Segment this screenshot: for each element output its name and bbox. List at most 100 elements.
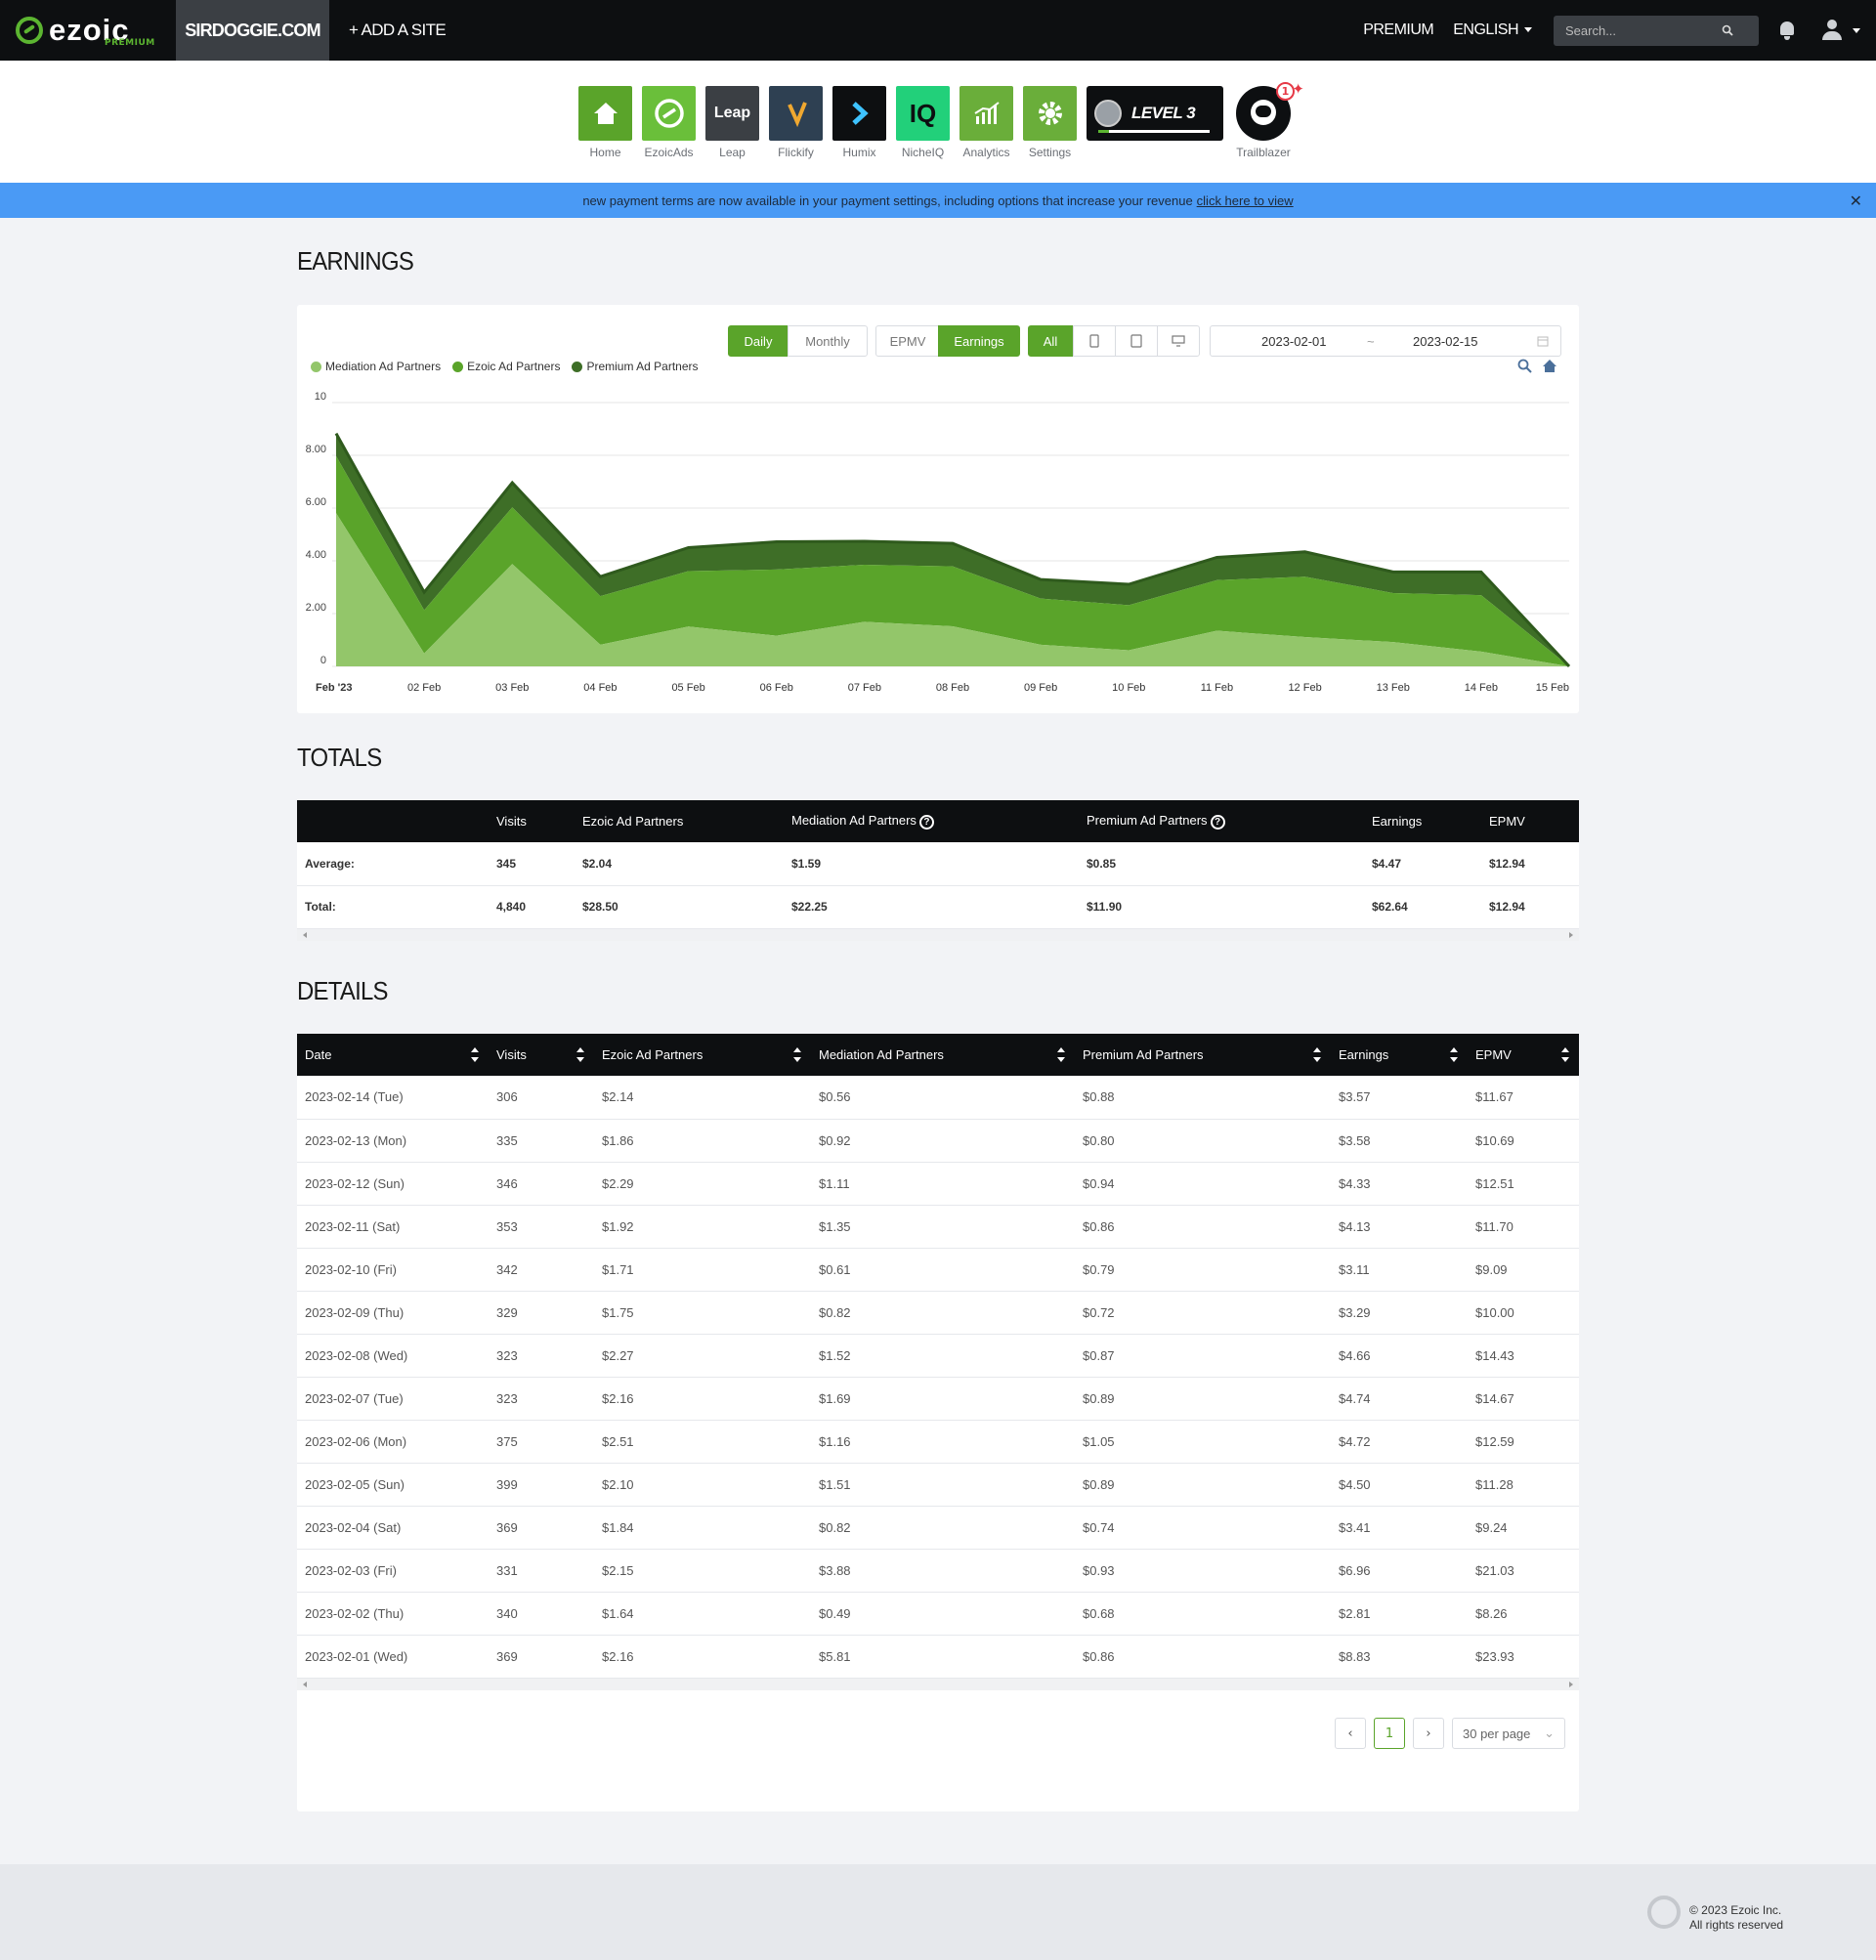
- calendar-icon: [1537, 336, 1549, 347]
- notifications-bell-icon[interactable]: [1778, 21, 1796, 40]
- column-header[interactable]: Mediation Ad Partners: [811, 1034, 1075, 1076]
- sort-icon[interactable]: [1450, 1047, 1458, 1063]
- table-cell: $0.49: [811, 1592, 1075, 1636]
- zoom-icon[interactable]: [1517, 359, 1533, 374]
- table-cell: $12.51: [1468, 1162, 1579, 1206]
- details-scrollbar[interactable]: [297, 1678, 1579, 1690]
- app-home[interactable]: Home: [578, 86, 632, 159]
- help-icon[interactable]: ?: [1210, 815, 1225, 830]
- totals-table-wrap: Visits Ezoic Ad Partners Mediation Ad Part…: [297, 800, 1579, 941]
- area-series-ezoic-ad-partners[interactable]: [336, 455, 1569, 666]
- column-header[interactable]: Date: [297, 1034, 489, 1076]
- user-avatar-icon[interactable]: [1821, 20, 1843, 41]
- home-icon: [578, 86, 632, 141]
- legend-item-mediation[interactable]: Mediation Ad Partners: [311, 360, 441, 373]
- table-cell: 2023-02-06 (Mon): [297, 1420, 489, 1464]
- table-cell: 2023-02-01 (Wed): [297, 1635, 489, 1679]
- sort-icon[interactable]: [1313, 1047, 1321, 1063]
- date-from[interactable]: 2023-02-01: [1261, 333, 1327, 349]
- app-leap[interactable]: Leap Leap: [705, 86, 759, 159]
- app-humix[interactable]: Humix: [832, 86, 886, 159]
- daily-button[interactable]: Daily: [728, 325, 789, 357]
- table-cell: $23.93: [1468, 1635, 1579, 1679]
- app-nicheiq[interactable]: IQ NicheIQ: [896, 86, 950, 159]
- table-cell: 2023-02-09 (Thu): [297, 1291, 489, 1335]
- table-cell: $0.68: [1075, 1592, 1331, 1636]
- table-cell: $0.80: [1075, 1119, 1331, 1163]
- next-page-button[interactable]: ›: [1413, 1718, 1444, 1749]
- level-badge[interactable]: LEVEL 3: [1087, 86, 1223, 141]
- per-page-select[interactable]: 30 per page ⌄: [1452, 1718, 1565, 1749]
- table-cell: 342: [489, 1248, 594, 1292]
- table-cell: $10.00: [1468, 1291, 1579, 1335]
- sort-icon[interactable]: [1561, 1047, 1569, 1063]
- details-card: Date Visits Ezoic Ad Partners Mediation Ad …: [297, 1034, 1579, 1811]
- prev-page-button[interactable]: ‹: [1335, 1718, 1366, 1749]
- monthly-button[interactable]: Monthly: [788, 325, 868, 357]
- legend-item-ezoic[interactable]: Ezoic Ad Partners: [452, 360, 560, 373]
- column-header[interactable]: Premium Ad Partners: [1075, 1034, 1331, 1076]
- reset-zoom-home-icon[interactable]: [1541, 358, 1558, 375]
- totals-scrollbar[interactable]: [297, 928, 1579, 941]
- sort-icon[interactable]: [793, 1047, 801, 1063]
- table-row: 2023-02-03 (Fri) 331 $2.15 $3.88 $0.93 $6.96 $…: [297, 1549, 1579, 1593]
- close-icon[interactable]: ✕: [1849, 193, 1862, 210]
- table-cell: $62.64: [1364, 885, 1481, 929]
- earnings-heading: EARNINGS: [297, 246, 414, 276]
- app-ezoicads[interactable]: EzoicAds: [642, 86, 696, 159]
- area-series-mediation-ad-partners[interactable]: [336, 513, 1569, 666]
- column-header[interactable]: Earnings: [1331, 1034, 1468, 1076]
- premium-link[interactable]: PREMIUM: [1363, 21, 1434, 38]
- app-settings[interactable]: Settings: [1023, 86, 1077, 159]
- column-header: Mediation Ad Partners?: [784, 800, 1079, 842]
- page-1-button[interactable]: 1: [1374, 1718, 1405, 1749]
- desktop-device-button[interactable]: [1157, 325, 1200, 357]
- table-cell: $0.87: [1075, 1334, 1331, 1378]
- table-cell: 2023-02-11 (Sat): [297, 1205, 489, 1249]
- table-cell: Total:: [297, 885, 489, 929]
- table-cell: 375: [489, 1420, 594, 1464]
- table-cell: $0.82: [811, 1506, 1075, 1550]
- area-series-premium-ad-partners[interactable]: [336, 433, 1569, 666]
- help-icon[interactable]: ?: [918, 815, 934, 830]
- date-to[interactable]: 2023-02-15: [1413, 333, 1478, 349]
- search-icon[interactable]: [1722, 24, 1733, 36]
- table-cell: 2023-02-13 (Mon): [297, 1119, 489, 1163]
- x-tick-label: 09 Feb: [1024, 682, 1057, 694]
- table-cell: $12.94: [1481, 885, 1579, 929]
- table-cell: $14.43: [1468, 1334, 1579, 1378]
- earnings-button[interactable]: Earnings: [938, 325, 1020, 357]
- date-range-picker[interactable]: 2023-02-01 ~ 2023-02-15: [1210, 325, 1561, 357]
- app-trailblazer[interactable]: 1 ✦ Trailblazer: [1233, 80, 1304, 159]
- add-site-link[interactable]: + ADD A SITE: [349, 21, 447, 39]
- x-tick-label: 05 Feb: [671, 682, 704, 694]
- column-header[interactable]: Visits: [489, 1034, 594, 1076]
- app-analytics[interactable]: Analytics: [959, 86, 1013, 159]
- banner-link[interactable]: click here to view: [1196, 192, 1294, 208]
- table-cell: $28.50: [575, 885, 784, 929]
- table-cell: 2023-02-02 (Thu): [297, 1592, 489, 1636]
- app-flickify[interactable]: Flickify: [769, 86, 823, 159]
- table-cell: $0.82: [811, 1291, 1075, 1335]
- column-header[interactable]: EPMV: [1468, 1034, 1579, 1076]
- sort-icon[interactable]: [1057, 1047, 1065, 1063]
- table-cell: $3.29: [1331, 1291, 1468, 1335]
- user-menu-chevron-icon[interactable]: [1853, 27, 1860, 33]
- sort-icon[interactable]: [576, 1047, 584, 1063]
- ezoic-logo[interactable]: ezoic PREMIUM: [0, 0, 176, 61]
- search-input[interactable]: [1565, 22, 1722, 38]
- sort-icon[interactable]: [471, 1047, 479, 1063]
- language-dropdown[interactable]: ENGLISH: [1453, 21, 1532, 39]
- table-row: 2023-02-06 (Mon) 375 $2.51 $1.16 $1.05 $4.72 $…: [297, 1420, 1579, 1464]
- table-row: 2023-02-01 (Wed) 369 $2.16 $5.81 $0.86 $8.83 $…: [297, 1635, 1579, 1679]
- y-tick-label: 8.00: [306, 444, 326, 455]
- tablet-device-button[interactable]: [1115, 325, 1158, 357]
- all-devices-button[interactable]: All: [1028, 325, 1073, 357]
- legend-item-premium[interactable]: Premium Ad Partners: [572, 360, 699, 373]
- app-launcher-bar: Home EzoicAds Leap Leap Flickify Humix IQ Niche…: [0, 61, 1876, 183]
- site-selector[interactable]: SIRDOGGIE.COM: [176, 0, 329, 61]
- table-cell: 369: [489, 1635, 594, 1679]
- table-cell: $2.10: [594, 1463, 811, 1507]
- table-cell: $4.47: [1364, 842, 1481, 886]
- column-header[interactable]: Ezoic Ad Partners: [594, 1034, 811, 1076]
